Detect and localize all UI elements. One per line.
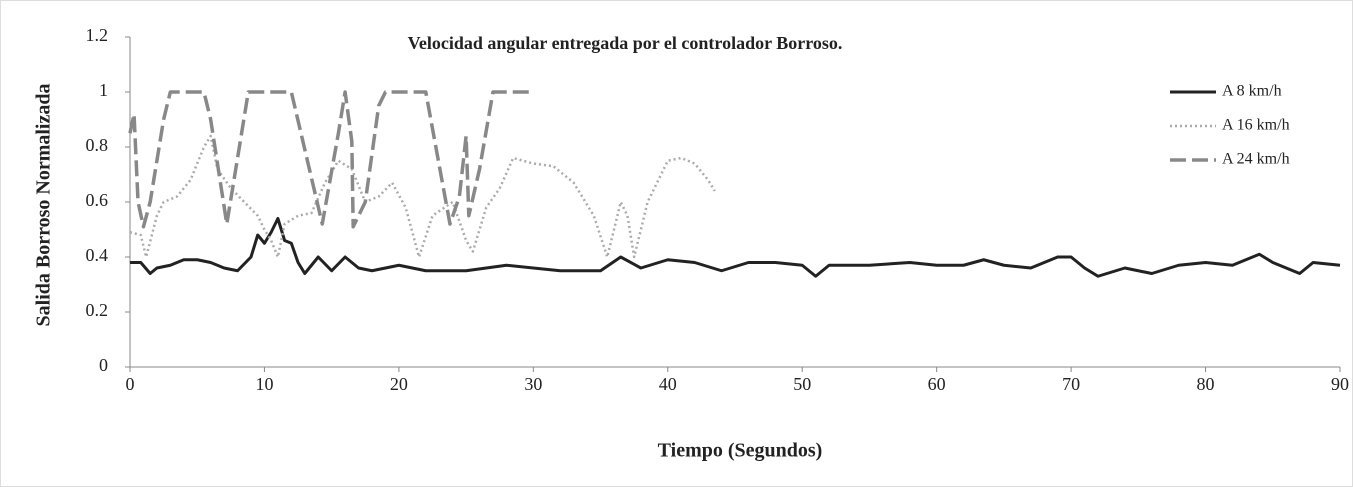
x-tick-label: 70 <box>1062 374 1080 394</box>
legend-label: A 8 km/h <box>1222 83 1282 100</box>
y-tick-label: 0 <box>99 355 108 375</box>
x-tick-label: 10 <box>255 374 273 394</box>
y-tick-label: 0.2 <box>86 300 109 320</box>
legend-label: A 24 km/h <box>1222 151 1290 168</box>
x-tick-label: 60 <box>928 374 946 394</box>
y-tick-label: 0.4 <box>86 245 109 265</box>
x-tick-label: 80 <box>1197 374 1215 394</box>
x-tick-label: 50 <box>793 374 811 394</box>
y-axis-label: Salida Borroso Normalizada <box>33 84 55 327</box>
legend-label: A 16 km/h <box>1222 117 1290 134</box>
x-tick-label: 0 <box>126 374 135 394</box>
y-tick-label: 0.6 <box>86 190 109 210</box>
series-line <box>129 134 716 259</box>
y-tick-label: 1.2 <box>86 25 109 45</box>
y-tick-label: 0.8 <box>86 135 109 155</box>
chart-title: Velocidad angular entregada por el contr… <box>408 33 843 53</box>
y-tick-label: 1 <box>99 80 108 100</box>
x-tick-label: 20 <box>390 374 408 394</box>
x-tick-label: 40 <box>659 374 677 394</box>
series-line <box>130 217 1341 278</box>
x-tick-label: 30 <box>524 374 542 394</box>
series-line <box>128 90 534 229</box>
x-axis-label: Tiempo (Segundos) <box>658 440 823 462</box>
x-tick-label: 90 <box>1331 374 1349 394</box>
